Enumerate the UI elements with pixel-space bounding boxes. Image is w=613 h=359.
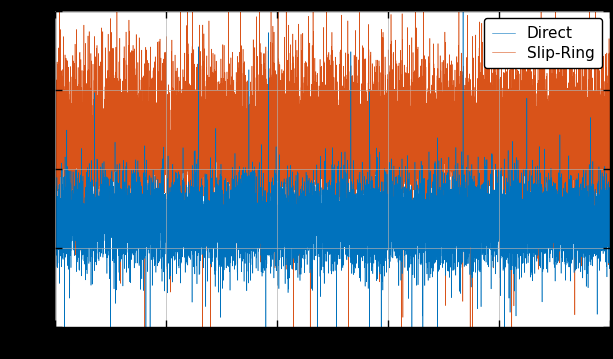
Direct (85, 210, 92, 215)
Line: Direct: Direct (55, 8, 610, 359)
Direct (160, 213, 167, 217)
Legend: Direct, Slip-Ring: Direct, Slip-Ring (484, 18, 603, 68)
Slip-Ring (323, 153, 330, 157)
Line: Slip-Ring: Slip-Ring (55, 0, 610, 359)
Slip-Ring (54, 130, 61, 134)
Direct (459, 5, 466, 10)
Slip-Ring (74, 65, 82, 70)
Direct (51, 208, 59, 212)
Slip-Ring (577, 132, 584, 136)
Slip-Ring (85, 154, 92, 158)
Slip-Ring (160, 142, 167, 146)
Direct (75, 237, 82, 241)
Direct (54, 236, 61, 241)
Direct (322, 204, 330, 209)
Slip-Ring (51, 117, 59, 122)
Slip-Ring (606, 51, 613, 55)
Direct (577, 182, 584, 186)
Direct (606, 204, 613, 208)
